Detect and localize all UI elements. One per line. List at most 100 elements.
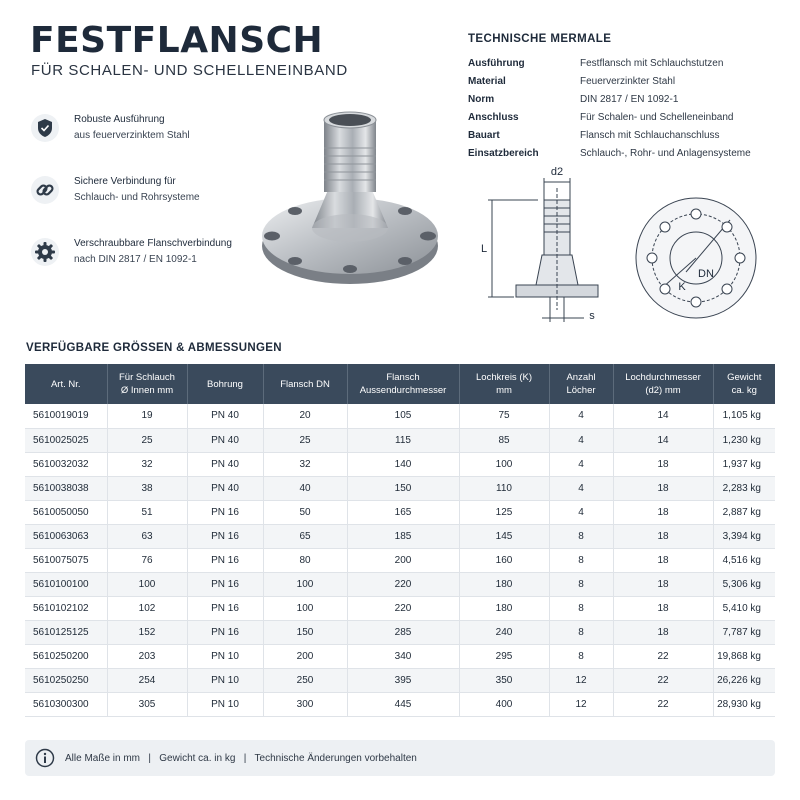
- col-aussendurchmesser-cell: 220: [347, 596, 460, 621]
- tech-key: Einsatzbereich: [468, 147, 539, 159]
- tech-heading: TECHNISCHE MERMALE: [468, 33, 612, 45]
- header-line: Gewicht: [727, 372, 762, 383]
- col-gewicht-cell: 19,868 kg: [713, 644, 775, 669]
- feature-item: Verschraubbare Flanschverbindung nach DI…: [30, 236, 250, 298]
- table-heading: VERFÜGBARE GRÖSSEN & ABMESSUNGEN: [26, 342, 282, 354]
- col-anzahl-loecher-cell: 12: [549, 692, 614, 717]
- col-aussendurchmesser-cell: 445: [347, 692, 460, 717]
- col-aussendurchmesser-cell: 220: [347, 572, 460, 597]
- page-title: FESTFLANSCH: [30, 20, 324, 61]
- table-row: 5610025025 25 PN 40 25 115 85 4 14 1,230 kg: [25, 428, 775, 453]
- col-lochkreis-cell: 85: [459, 428, 550, 453]
- tech-value: DIN 2817 / EN 1092-1: [580, 93, 679, 105]
- col-schlauch-cell: 152: [107, 620, 188, 645]
- col-anzahl-loecher-cell: 8: [549, 644, 614, 669]
- col-flansch-dn-cell: 32: [263, 452, 348, 477]
- col-gewicht-cell: 2,283 kg: [713, 476, 775, 501]
- col-aussendurchmesser-cell: 165: [347, 500, 460, 525]
- header-line: Ø Innen mm: [120, 385, 174, 396]
- tech-row: Bauart Flansch mit Schlauchanschluss: [468, 126, 788, 144]
- col-aussendurchmesser-cell: 185: [347, 524, 460, 549]
- col-schlauch-cell: 305: [107, 692, 188, 717]
- col-flansch-dn-cell: 20: [263, 404, 348, 429]
- header-line: Art. Nr.: [50, 378, 81, 390]
- col-art-nr-header: Art. Nr.: [25, 364, 108, 404]
- col-gewicht-cell: 5,410 kg: [713, 596, 775, 621]
- col-bohrung-cell: PN 10: [187, 668, 264, 693]
- header-line: Lochkreis (K): [476, 372, 532, 383]
- table-row: 5610250200 203 PN 10 200 340 295 8 22 19,868 kg: [25, 644, 775, 669]
- col-flansch-dn-cell: 200: [263, 644, 348, 669]
- col-art-nr-cell: 5610102102: [25, 596, 108, 621]
- col-flansch-dn-header: Flansch DN: [263, 364, 348, 404]
- col-bohrung-header: Bohrung: [187, 364, 264, 404]
- label-s: s: [589, 310, 595, 322]
- tech-key: Anschluss: [468, 111, 519, 123]
- col-lochdurchmesser-cell: 18: [613, 500, 714, 525]
- table-row: 5610019019 19 PN 40 20 105 75 4 14 1,105 kg: [25, 404, 775, 429]
- header-line: Bohrung: [207, 378, 243, 390]
- col-flansch-dn-cell: 250: [263, 668, 348, 693]
- footer-text: Alle Maße in mm | Gewicht ca. in kg | Te…: [65, 752, 417, 764]
- col-schlauch-cell: 63: [107, 524, 188, 549]
- col-gewicht-header: Gewicht ca. kg: [713, 364, 775, 404]
- tech-spec-list: Ausführung Festflansch mit Schlauchstutze…: [468, 54, 788, 162]
- col-gewicht-cell: 3,394 kg: [713, 524, 775, 549]
- col-schlauch-cell: 102: [107, 596, 188, 621]
- info-icon: [35, 748, 55, 768]
- col-aussendurchmesser-cell: 140: [347, 452, 460, 477]
- header-line: Anzahl: [566, 372, 596, 383]
- header-line: Aussendurchmesser: [359, 385, 447, 396]
- col-anzahl-loecher-cell: 8: [549, 548, 614, 573]
- feature-subtitle: Schlauch- und Rohrsysteme: [74, 192, 200, 203]
- col-lochdurchmesser-cell: 18: [613, 548, 714, 573]
- col-lochdurchmesser-header: Lochdurchmesser (d2) mm: [613, 364, 714, 404]
- col-flansch-dn-cell: 25: [263, 428, 348, 453]
- col-anzahl-loecher-cell: 4: [549, 500, 614, 525]
- header-line: Lochdurchmesser: [625, 372, 701, 383]
- col-art-nr-cell: 5610019019: [25, 404, 108, 429]
- col-lochkreis-cell: 125: [459, 500, 550, 525]
- col-schlauch-cell: 51: [107, 500, 188, 525]
- col-lochkreis-cell: 100: [459, 452, 550, 477]
- col-art-nr-cell: 5610250250: [25, 668, 108, 693]
- col-anzahl-loecher-cell: 4: [549, 404, 614, 429]
- col-aussendurchmesser-cell: 285: [347, 620, 460, 645]
- footer-note: Alle Maße in mm | Gewicht ca. in kg | Te…: [25, 740, 775, 776]
- col-bohrung-cell: PN 16: [187, 620, 264, 645]
- col-lochkreis-cell: 295: [459, 644, 550, 669]
- table-row: 5610250250 254 PN 10 250 395 350 12 22 26,226 kg: [25, 668, 775, 693]
- col-lochdurchmesser-cell: 18: [613, 476, 714, 501]
- tech-value: Flansch mit Schlauchanschluss: [580, 129, 720, 141]
- col-art-nr-cell: 5610100100: [25, 572, 108, 597]
- col-anzahl-loecher-cell: 4: [549, 476, 614, 501]
- col-schlauch-cell: 32: [107, 452, 188, 477]
- col-flansch-dn-cell: 300: [263, 692, 348, 717]
- technical-drawing: d2 L s K DN: [481, 166, 757, 322]
- table-row: 5610102102 102 PN 16 100 220 180 8 18 5,410 kg: [25, 596, 775, 621]
- col-schlauch-header: Für Schlauch Ø Innen mm: [107, 364, 188, 404]
- col-flansch-dn-cell: 100: [263, 596, 348, 621]
- col-gewicht-cell: 4,516 kg: [713, 548, 775, 573]
- col-lochkreis-cell: 180: [459, 596, 550, 621]
- col-aussendurchmesser-cell: 200: [347, 548, 460, 573]
- col-gewicht-cell: 28,930 kg: [713, 692, 775, 717]
- feature-title: Robuste Ausführung: [74, 114, 165, 125]
- col-lochdurchmesser-cell: 18: [613, 572, 714, 597]
- col-art-nr-cell: 5610250200: [25, 644, 108, 669]
- tech-key: Material: [468, 75, 506, 87]
- col-lochdurchmesser-cell: 22: [613, 668, 714, 693]
- header-line: mm: [496, 385, 512, 396]
- col-lochdurchmesser-cell: 14: [613, 428, 714, 453]
- col-gewicht-cell: 1,105 kg: [713, 404, 775, 429]
- label-L: L: [481, 243, 487, 255]
- col-lochdurchmesser-cell: 18: [613, 452, 714, 477]
- col-aussendurchmesser-cell: 340: [347, 644, 460, 669]
- col-lochdurchmesser-cell: 14: [613, 404, 714, 429]
- col-schlauch-cell: 25: [107, 428, 188, 453]
- col-art-nr-cell: 5610063063: [25, 524, 108, 549]
- col-anzahl-loecher-cell: 4: [549, 428, 614, 453]
- header-line: ca. kg: [731, 385, 757, 396]
- col-gewicht-cell: 26,226 kg: [713, 668, 775, 693]
- col-anzahl-loecher-cell: 8: [549, 572, 614, 597]
